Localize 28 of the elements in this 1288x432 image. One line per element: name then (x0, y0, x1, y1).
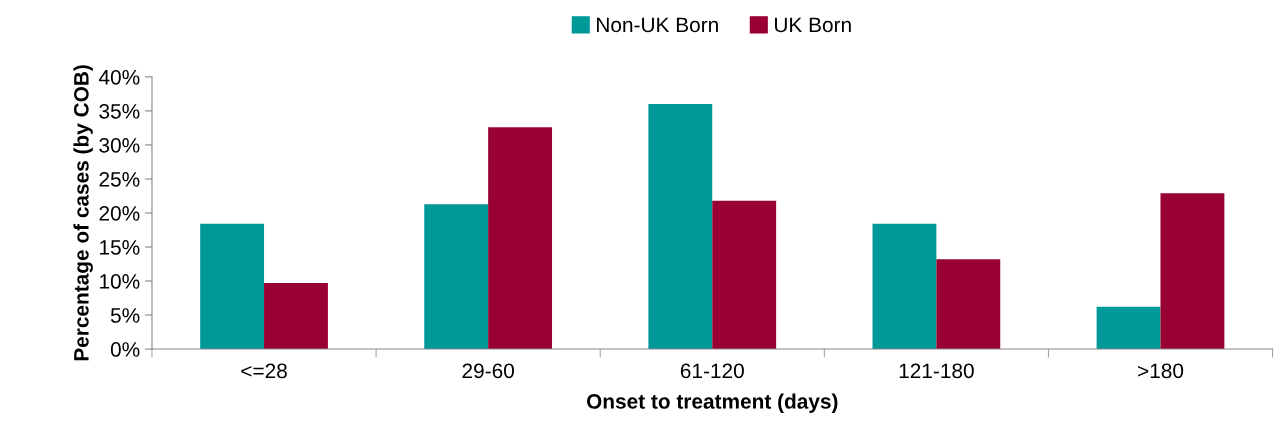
bar (872, 223, 937, 350)
bar (1160, 193, 1225, 350)
x-tick-label: 121-180 (899, 363, 974, 379)
y-tick-label: 0% (110, 342, 140, 357)
x-tick-label: 61-120 (680, 363, 744, 379)
bar (712, 200, 777, 350)
bar (424, 204, 489, 350)
y-tick-label: 5% (110, 308, 140, 323)
bar (488, 127, 553, 350)
bar (648, 104, 713, 350)
x-tick-label: 29-60 (462, 363, 514, 379)
bar (936, 259, 1001, 350)
legend-label: Non-UK Born (597, 17, 718, 33)
y-tick-label: 15% (100, 240, 140, 255)
y-tick-label: 30% (99, 137, 140, 153)
y-tick-label: 35% (99, 103, 140, 119)
bar (200, 223, 265, 350)
legend-label: UK Born (774, 17, 851, 33)
y-tick-label: 40% (98, 69, 140, 85)
y-axis-title: Percentage of cases (by COB) (73, 65, 93, 361)
bar (1096, 306, 1161, 350)
y-tick-label: 10% (100, 274, 140, 289)
x-tick-label: >180 (1138, 363, 1184, 379)
x-tick-label: <=28 (241, 363, 287, 379)
bar (264, 283, 328, 350)
y-tick-label: 20% (99, 205, 140, 221)
x-axis-title: Onset to treatment (days) (586, 393, 838, 413)
y-tick-label: 25% (99, 171, 140, 187)
